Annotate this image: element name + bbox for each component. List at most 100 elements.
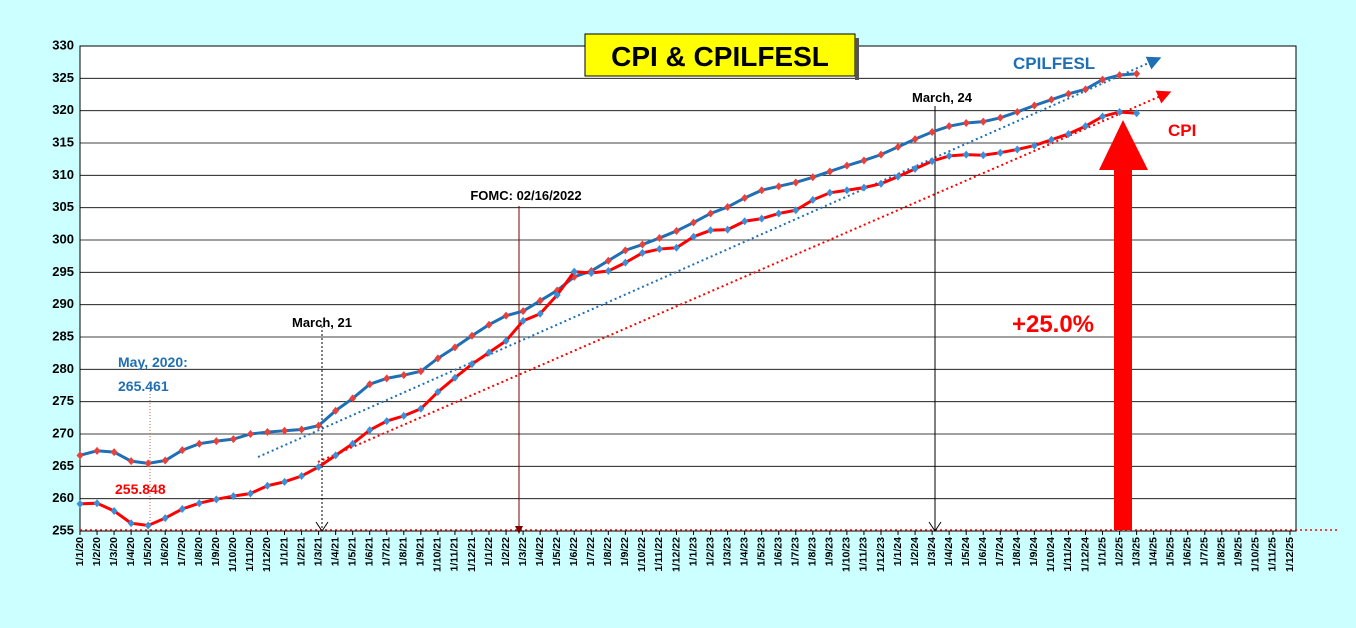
x-tick-label: 1/1/25 bbox=[1096, 537, 1108, 566]
y-tick-label: 310 bbox=[52, 167, 74, 182]
data-point bbox=[775, 209, 783, 218]
data-point bbox=[229, 492, 237, 501]
y-tick-label: 265 bbox=[52, 458, 74, 473]
data-point bbox=[366, 426, 374, 435]
data-point bbox=[144, 459, 152, 468]
x-tick-label: 1/2/20 bbox=[91, 537, 103, 566]
data-point bbox=[621, 246, 629, 255]
series-label: CPI bbox=[1168, 121, 1196, 140]
data-point bbox=[553, 290, 561, 299]
data-point bbox=[434, 387, 442, 396]
data-point bbox=[621, 258, 629, 267]
data-point bbox=[1133, 109, 1141, 118]
y-tick-label: 325 bbox=[52, 70, 74, 85]
annotation: 265.461 bbox=[118, 378, 169, 394]
data-point bbox=[246, 489, 254, 498]
x-tick-label: 1/8/20 bbox=[193, 537, 205, 566]
data-point bbox=[1064, 129, 1072, 138]
data-point bbox=[655, 234, 663, 243]
x-tick-label: 1/2/22 bbox=[500, 537, 512, 566]
title-shadow bbox=[855, 38, 859, 80]
y-tick-label: 305 bbox=[52, 199, 74, 214]
data-point bbox=[1116, 107, 1124, 116]
data-point bbox=[1116, 71, 1124, 80]
x-tick-label: 1/7/21 bbox=[381, 537, 393, 566]
data-point bbox=[519, 307, 527, 316]
data-point bbox=[604, 267, 612, 276]
data-point bbox=[809, 173, 817, 182]
data-point bbox=[519, 316, 527, 325]
data-point bbox=[263, 428, 271, 437]
data-point bbox=[928, 128, 936, 137]
data-point bbox=[672, 243, 680, 252]
y-tick-label: 315 bbox=[52, 134, 74, 149]
data-point bbox=[690, 232, 698, 241]
x-tick-label: 1/8/25 bbox=[1216, 537, 1228, 566]
x-tick-label: 1/11/22 bbox=[653, 537, 665, 572]
x-tick-label: 1/6/20 bbox=[159, 537, 171, 566]
data-point bbox=[775, 182, 783, 191]
x-tick-label: 1/1/21 bbox=[278, 537, 290, 566]
plot-area bbox=[79, 45, 1297, 532]
y-tick-label: 285 bbox=[52, 328, 74, 343]
x-tick-label: 1/10/21 bbox=[432, 537, 444, 572]
x-tick-label: 1/5/21 bbox=[346, 537, 358, 566]
annotation: March, 24 bbox=[912, 90, 973, 105]
x-tick-label: 1/3/24 bbox=[926, 537, 938, 566]
data-point bbox=[945, 122, 953, 131]
x-tick-label: 1/9/23 bbox=[824, 537, 836, 566]
data-point bbox=[110, 506, 118, 515]
data-point bbox=[263, 481, 271, 490]
x-tick-label: 1/12/24 bbox=[1079, 537, 1091, 572]
data-point bbox=[707, 226, 715, 235]
data-point bbox=[911, 164, 919, 173]
data-point bbox=[315, 421, 323, 430]
series-label: CPILFESL bbox=[1013, 54, 1095, 73]
data-point bbox=[996, 113, 1004, 122]
data-point bbox=[604, 256, 612, 265]
data-point bbox=[349, 394, 357, 403]
x-tick-label: 1/11/21 bbox=[449, 537, 461, 572]
data-point bbox=[860, 156, 868, 165]
data-point bbox=[400, 411, 408, 420]
x-tick-label: 1/6/23 bbox=[773, 537, 785, 566]
x-tick-label: 1/5/20 bbox=[142, 537, 154, 566]
x-tick-label: 1/9/20 bbox=[210, 537, 222, 566]
data-point bbox=[502, 311, 510, 320]
title-box bbox=[584, 33, 856, 77]
x-tick-label: 1/1/20 bbox=[74, 537, 86, 566]
data-point bbox=[144, 521, 152, 530]
data-point bbox=[979, 151, 987, 160]
data-point bbox=[962, 118, 970, 127]
data-point bbox=[536, 296, 544, 305]
data-point bbox=[1013, 107, 1021, 116]
x-tick-label: 1/2/21 bbox=[295, 537, 307, 566]
data-point bbox=[536, 309, 544, 318]
y-tick-label: 330 bbox=[52, 37, 74, 52]
data-point bbox=[298, 472, 306, 481]
data-point bbox=[400, 371, 408, 380]
data-point bbox=[741, 193, 749, 202]
x-tick-label: 1/4/25 bbox=[1147, 537, 1159, 566]
x-tick-label: 1/6/22 bbox=[568, 537, 580, 566]
data-point bbox=[502, 336, 510, 345]
data-point bbox=[93, 499, 101, 508]
data-point bbox=[877, 179, 885, 188]
data-point bbox=[707, 209, 715, 218]
data-point bbox=[1081, 85, 1089, 94]
x-tick-label: 1/4/21 bbox=[329, 537, 341, 566]
data-point bbox=[996, 148, 1004, 157]
data-point bbox=[1030, 101, 1038, 110]
data-point bbox=[877, 150, 885, 159]
data-point bbox=[212, 495, 220, 504]
x-tick-label: 1/7/22 bbox=[585, 537, 597, 566]
x-tick-label: 1/2/25 bbox=[1113, 537, 1125, 566]
x-tick-label: 1/3/25 bbox=[1130, 537, 1142, 566]
x-tick-label: 1/11/24 bbox=[1062, 537, 1074, 572]
x-tick-label: 1/12/23 bbox=[875, 537, 887, 572]
data-point bbox=[843, 186, 851, 195]
data-point bbox=[195, 499, 203, 508]
x-tick-label: 1/8/24 bbox=[1011, 537, 1023, 566]
data-point bbox=[894, 172, 902, 181]
